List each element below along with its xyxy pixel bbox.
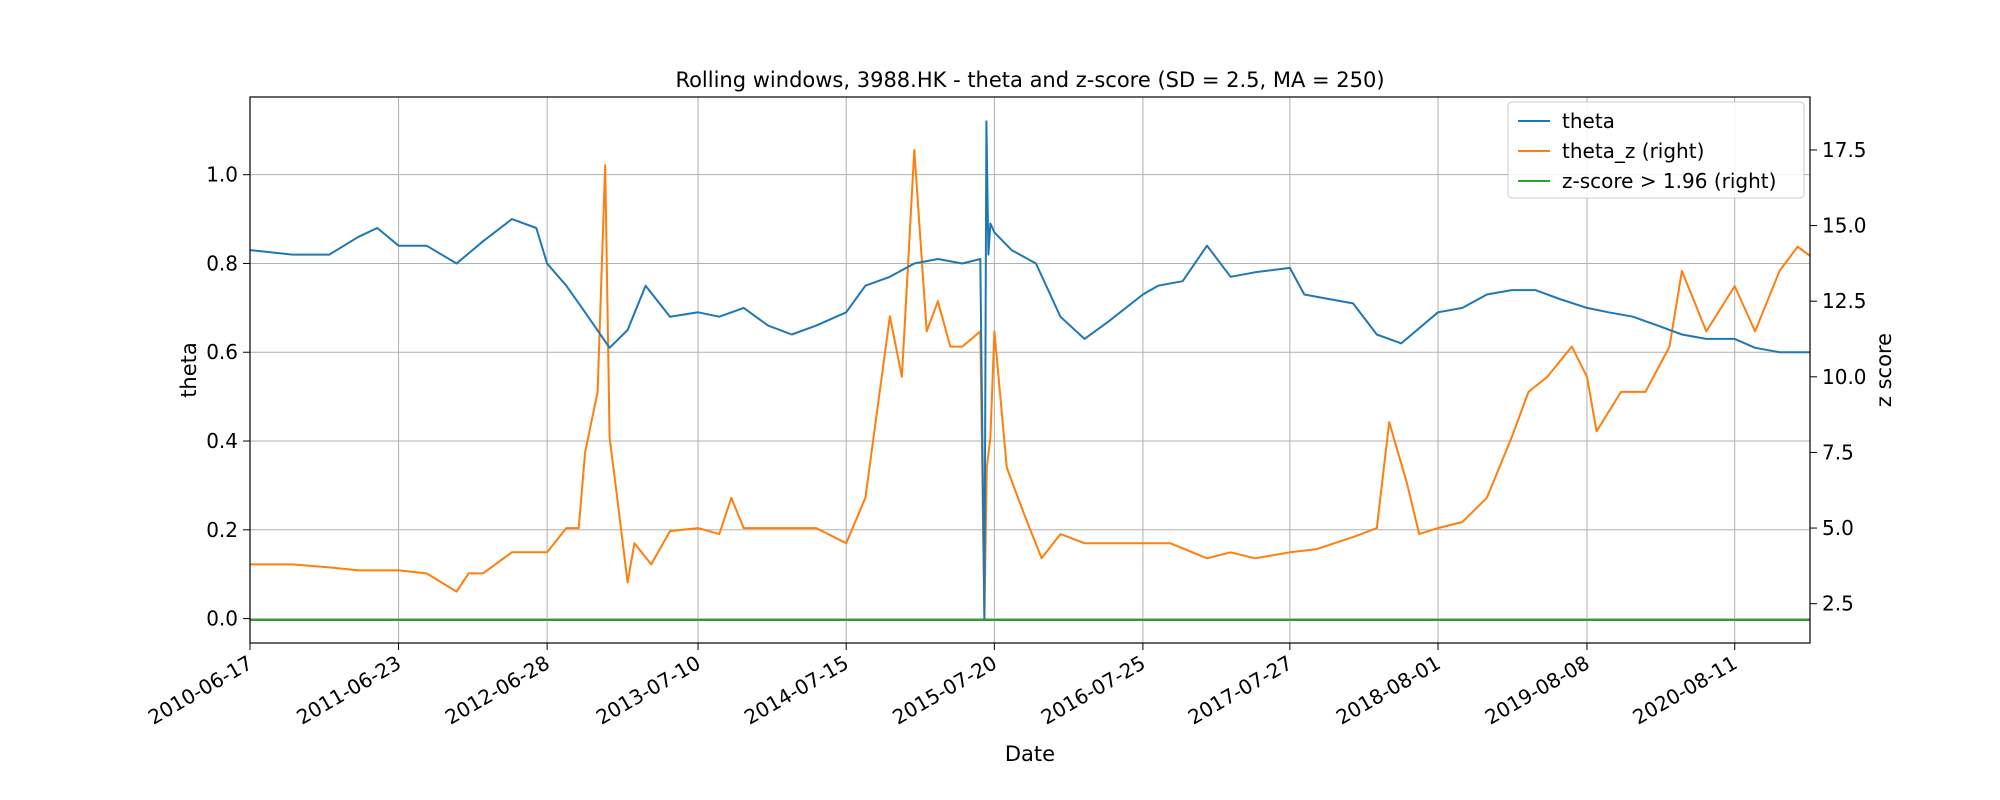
y-tick-label-left: 0.0: [206, 607, 238, 631]
x-tick-label: 2011-06-23: [292, 651, 405, 730]
y-tick-label-right: 12.5: [1822, 289, 1867, 313]
x-tick-label: 2016-07-25: [1037, 651, 1150, 730]
x-tick-label: 2020-08-11: [1629, 651, 1742, 730]
legend-label: theta_z (right): [1562, 139, 1704, 163]
x-tick-label: 2013-07-10: [592, 651, 705, 730]
x-tick-label: 2017-07-27: [1184, 651, 1297, 730]
y-tick-label-left: 0.2: [206, 518, 238, 542]
y-tick-label-left: 0.6: [206, 340, 238, 364]
x-tick-label: 2018-08-01: [1332, 651, 1445, 730]
x-tick-label: 2015-07-20: [888, 651, 1001, 730]
y-tick-label-right: 5.0: [1822, 516, 1854, 540]
x-tick-label: 2014-07-15: [740, 651, 853, 730]
series-layer: [250, 120, 1810, 621]
y-tick-label-right: 15.0: [1822, 214, 1867, 238]
y-tick-label-left: 0.4: [206, 429, 238, 453]
x-tick-label: 2010-06-17: [144, 651, 257, 730]
y-tick-label-right: 17.5: [1822, 138, 1867, 162]
x-tick-label: 2012-06-28: [441, 651, 554, 730]
y-tick-label-right: 2.5: [1822, 592, 1854, 616]
axes: 2010-06-17 2011-06-23 2012-06-28 2013-07-10…: [144, 138, 1867, 730]
chart-title: Rolling windows, 3988.HK - theta and z-s…: [675, 68, 1384, 92]
y-tick-label-left: 0.8: [206, 251, 238, 275]
series-line-0: [250, 120, 1810, 620]
legend: theta theta_z (right) z-score > 1.96 (righ…: [1507, 101, 1805, 199]
y-tick-label-right: 7.5: [1822, 440, 1854, 464]
series-line-1: [250, 148, 1810, 620]
y-axis-label-right: z score: [1872, 333, 1896, 407]
y-axis-label-left: theta: [177, 342, 201, 398]
y-tick-label-right: 10.0: [1822, 365, 1867, 389]
y-tick-label-left: 1.0: [206, 163, 238, 187]
x-tick-label: 2019-08-08: [1481, 651, 1594, 730]
x-axis-label: Date: [1005, 742, 1055, 766]
legend-box: [1507, 101, 1805, 199]
plot-frame: [249, 96, 1811, 644]
legend-label: theta: [1562, 109, 1615, 133]
legend-label: z-score > 1.96 (right): [1562, 169, 1776, 193]
